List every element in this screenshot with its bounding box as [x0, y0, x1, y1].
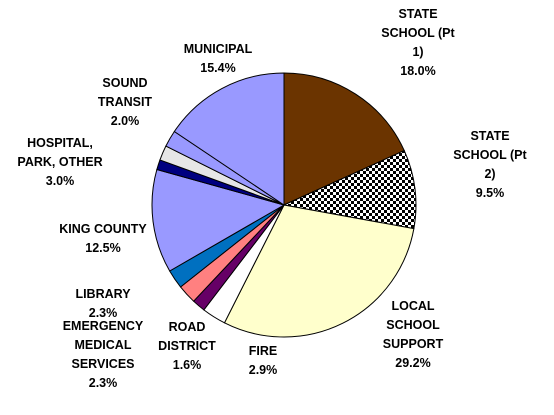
slice-label: KING COUNTY 12.5% — [59, 222, 147, 255]
slice-percent: 3.0% — [46, 174, 75, 188]
slice-label: EMERGENCY MEDICAL SERVICES 2.3% — [63, 319, 144, 390]
slice-labels: STATE SCHOOL (Pt 1) 18.0% STATE SCHOOL (Pt 2) 9… — [17, 7, 527, 390]
pie-slices — [151, 72, 417, 338]
slice-label-line: SERVICES — [72, 357, 135, 371]
slice-label-line: SOUND — [102, 76, 147, 90]
slice-percent: 2.0% — [111, 114, 140, 128]
slice-label-line: 1) — [412, 45, 423, 59]
slice-label: HOSPITAL, PARK, OTHER 3.0% — [17, 136, 102, 188]
slice-percent: 29.2% — [395, 356, 430, 370]
slice-label: SOUND TRANSIT 2.0% — [98, 76, 153, 128]
slice-percent: 2.3% — [89, 376, 118, 390]
slice-label-line: LIBRARY — [75, 287, 131, 301]
slice-label: ROAD DISTRICT 1.6% — [158, 320, 216, 372]
slice-label: MUNICIPAL 15.4% — [184, 42, 253, 75]
slice-label: FIRE 2.9% — [249, 344, 278, 377]
slice-label-line: EMERGENCY — [63, 319, 144, 333]
slice-label-line: LOCAL — [391, 299, 434, 313]
slice-label: LOCAL SCHOOL SUPPORT 29.2% — [383, 299, 444, 370]
slice-label-line: MEDICAL — [75, 338, 132, 352]
slice-percent: 2.9% — [249, 363, 278, 377]
slice-label-line: DISTRICT — [158, 339, 216, 353]
slice-label-line: FIRE — [249, 344, 277, 358]
pie-slice — [223, 204, 415, 338]
pie-slice — [283, 72, 405, 206]
slice-percent: 9.5% — [476, 186, 505, 200]
slice-percent: 18.0% — [400, 64, 435, 78]
slice-label-line: MUNICIPAL — [184, 42, 253, 56]
slice-label-line: TRANSIT — [98, 95, 153, 109]
slice-label-line: STATE — [398, 7, 437, 21]
slice-label-line: PARK, OTHER — [17, 155, 102, 169]
slice-label-line: SUPPORT — [383, 337, 444, 351]
slice-label-line: STATE — [470, 129, 509, 143]
slice-percent: 1.6% — [173, 358, 202, 372]
slice-label-line: HOSPITAL, — [27, 136, 93, 150]
slice-percent: 15.4% — [200, 61, 235, 75]
slice-percent: 2.3% — [89, 306, 118, 320]
slice-label: STATE SCHOOL (Pt 1) 18.0% — [381, 7, 455, 78]
slice-label-line: SCHOOL — [386, 318, 440, 332]
slice-label-line: SCHOOL (Pt — [453, 148, 527, 162]
slice-label-line: ROAD — [169, 320, 206, 334]
slice-label-line: KING COUNTY — [59, 222, 147, 236]
slice-label-line: 2) — [484, 167, 495, 181]
pie-slice — [173, 72, 285, 206]
slice-label-line: SCHOOL (Pt — [381, 26, 455, 40]
slice-label: STATE SCHOOL (Pt 2) 9.5% — [453, 129, 527, 200]
pie-slice — [282, 149, 417, 230]
slice-label: LIBRARY 2.3% — [75, 287, 131, 320]
slice-percent: 12.5% — [85, 241, 120, 255]
pie-slice — [151, 168, 286, 272]
